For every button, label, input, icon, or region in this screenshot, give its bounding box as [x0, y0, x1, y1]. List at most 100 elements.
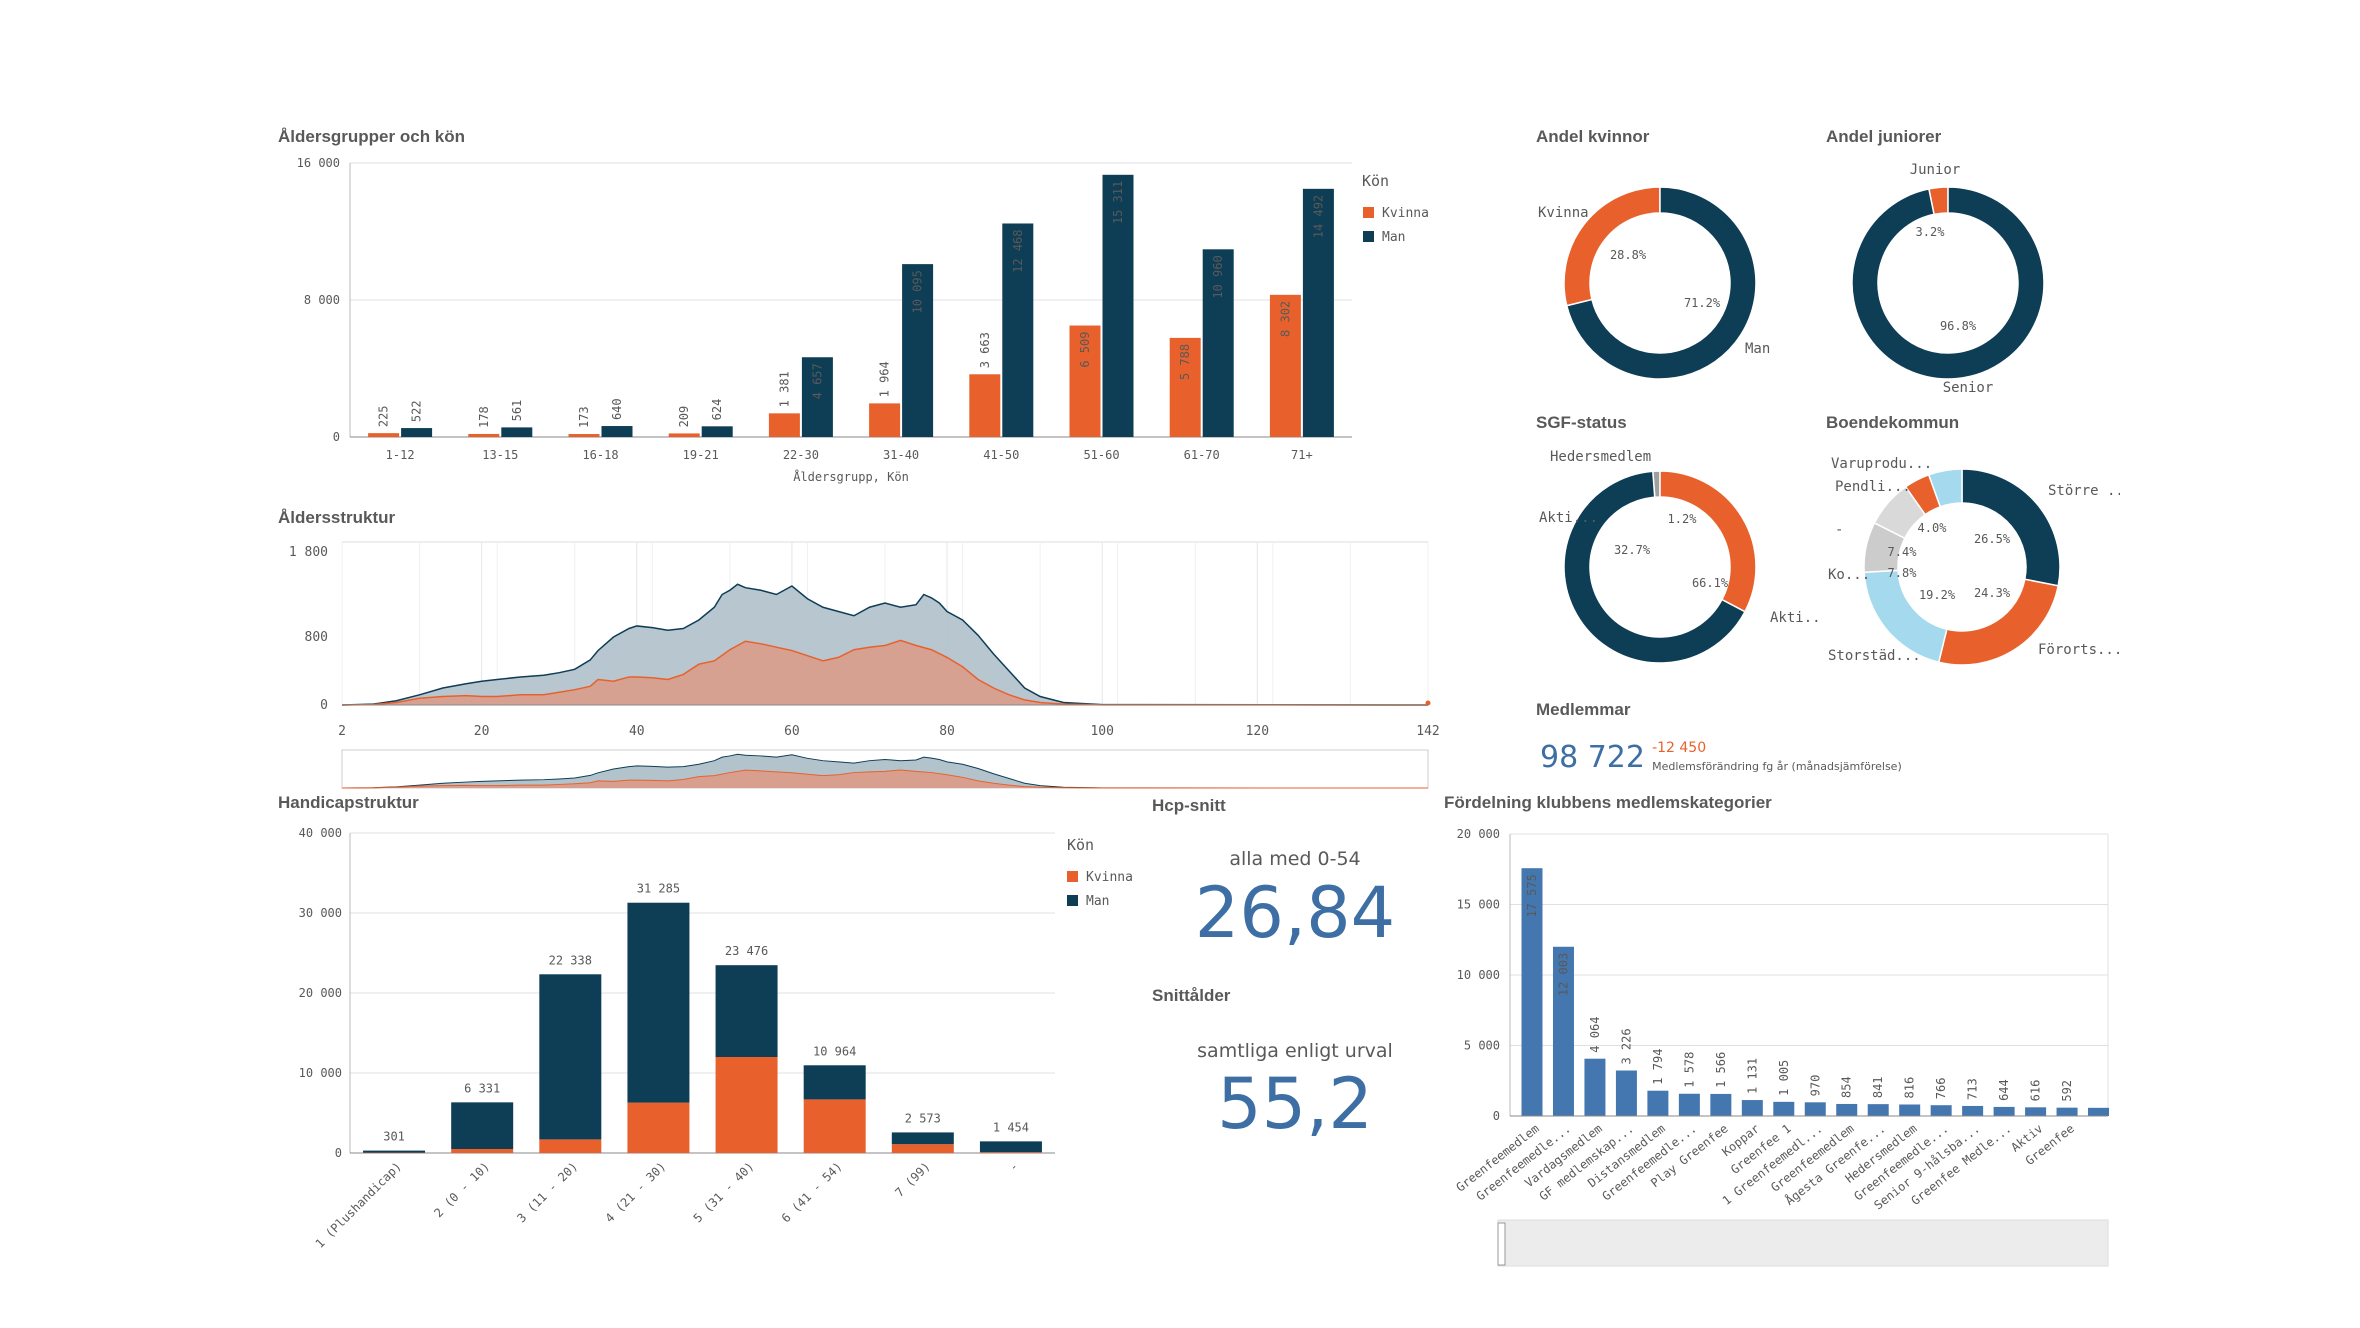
members-value: 98 722 — [1540, 740, 1645, 775]
x-tick-label: 60 — [784, 724, 800, 739]
bar-man — [401, 428, 433, 437]
slice-value: 7.8% — [1888, 566, 1918, 580]
bar-man — [627, 902, 690, 1103]
bar — [1584, 1058, 1606, 1116]
total-label: 22 338 — [549, 953, 592, 967]
bar — [1710, 1093, 1732, 1116]
data-label: 970 — [1808, 1075, 1822, 1097]
sgf-status-chart: Hedersmedlem Akti... Akti... 1.2% 32.7% 66.1% — [1539, 449, 1820, 664]
slice-label: Senior — [1943, 380, 1994, 396]
slice-value: 7.4% — [1888, 545, 1918, 559]
x-tick-label: 13-15 — [482, 448, 518, 462]
data-label: 6 509 — [1078, 332, 1092, 368]
y-tick-label: 20 000 — [1457, 827, 1500, 841]
total-label: 23 476 — [725, 944, 768, 958]
handicap-chart: 0 10 000 20 000 30 000 40 000 301 1 (Plushandi… — [299, 826, 1133, 1251]
x-tick-label: 31-40 — [883, 448, 919, 462]
slice-label: Större ... — [2048, 483, 2120, 499]
bar-kvinna — [1069, 325, 1101, 437]
data-label: 17 575 — [1525, 874, 1539, 917]
donut-slice — [1927, 468, 1963, 508]
total-label: 301 — [383, 1130, 405, 1144]
bar — [2088, 1107, 2110, 1116]
bar — [1836, 1103, 1858, 1116]
age-structure-chart[interactable]: 2 20 40 60 80 100 120 142 0 800 1 800 — [270, 530, 1450, 790]
data-label: 12 468 — [1011, 229, 1025, 272]
area-man — [342, 584, 1428, 705]
bar-kvinna — [451, 1149, 514, 1153]
slice-value: 26.5% — [1974, 532, 2011, 546]
y-tick-label: 1 800 — [289, 545, 328, 560]
y-tick-label: 800 — [305, 630, 328, 645]
data-label: 1 794 — [1651, 1049, 1665, 1085]
bar-man — [701, 426, 733, 437]
bar-man — [501, 427, 533, 437]
data-label: 10 095 — [911, 270, 925, 313]
members-kpi: 98 722 -12 450 Medlemsförändring fg år (… — [1540, 740, 1910, 775]
data-label: 15 311 — [1111, 181, 1125, 224]
data-label: 4 064 — [1588, 1017, 1602, 1053]
donut-slice — [1659, 470, 1757, 613]
bar-man — [539, 974, 602, 1140]
x-tick-label: 100 — [1090, 724, 1113, 739]
data-label: 1 578 — [1682, 1052, 1696, 1088]
data-label: 816 — [1903, 1077, 1917, 1099]
slice-value: 1.2% — [1668, 512, 1698, 526]
slice-label: Ko... — [1828, 567, 1870, 583]
slice-value: 4.0% — [1918, 521, 1948, 535]
bar-kvinna — [627, 1102, 690, 1153]
boendekommun-chart: Större ... Förorts... Storstäd... Ko... - Pen… — [1828, 456, 2120, 666]
donut-slice — [1961, 468, 2061, 587]
data-label: 1 964 — [878, 361, 892, 397]
bar — [1741, 1100, 1763, 1116]
slice-label: Varuprodu... — [1831, 456, 1932, 472]
mini-area-kvinna — [342, 769, 1428, 788]
bar-kvinna — [891, 1144, 954, 1153]
x-tick-label: 71+ — [1291, 448, 1313, 462]
x-tick-label: 51-60 — [1083, 448, 1119, 462]
bar — [1678, 1093, 1700, 1116]
sgf-status-title: SGF-status — [1536, 413, 1627, 432]
x-tick-label: 41-50 — [983, 448, 1019, 462]
slice-label: Akti... — [1539, 510, 1598, 526]
total-label: 31 285 — [637, 882, 680, 896]
bar — [1867, 1104, 1889, 1116]
x-tick-label: 19-21 — [683, 448, 719, 462]
y-tick-label: 10 000 — [299, 1066, 342, 1080]
bar-kvinna — [539, 1139, 602, 1153]
y-tick-label: 5 000 — [1464, 1039, 1500, 1053]
hcp-subtitle: alla med 0-54 — [1229, 848, 1361, 870]
data-label: 854 — [1840, 1076, 1854, 1098]
area-kvinna — [342, 640, 1428, 705]
total-label: 2 573 — [905, 1111, 941, 1125]
age-structure-title: Åldersstruktur — [278, 508, 396, 527]
hcp-value: 26,84 — [1194, 872, 1396, 954]
y-tick-label: 0 — [1493, 1109, 1500, 1123]
member-categories-title: Fördelning klubbens medlemskategorier — [1444, 793, 1772, 812]
data-label: 561 — [510, 400, 524, 422]
y-tick-label: 30 000 — [299, 906, 342, 920]
data-label: 1 566 — [1714, 1052, 1728, 1088]
y-tick-label: 20 000 — [299, 986, 342, 1000]
x-tick-label: 3 (11 - 20) — [514, 1159, 580, 1225]
data-label: 640 — [610, 398, 624, 420]
data-label: 522 — [410, 400, 424, 422]
data-label: 624 — [710, 399, 724, 421]
bar-man — [801, 357, 833, 437]
legend-title: Kön — [1362, 172, 1389, 190]
bar-kvinna — [969, 374, 1001, 437]
data-label: 841 — [1871, 1076, 1885, 1098]
x-tick-label: 5 (31 - 40) — [691, 1159, 757, 1225]
y-tick-label: 10 000 — [1457, 968, 1500, 982]
slice-value: 24.3% — [1974, 586, 2011, 600]
bar-kvinna — [568, 434, 600, 437]
bar-kvinna — [768, 413, 800, 437]
slice-value: 71.2% — [1684, 296, 1721, 310]
x-tick-label: - — [1006, 1159, 1021, 1174]
bar-man — [363, 1150, 426, 1153]
y-tick-label: 40 000 — [299, 826, 342, 840]
mini-line-man — [341, 753, 1429, 789]
y-tick-label: 8 000 — [304, 293, 340, 307]
andel-juniorer-title: Andel juniorer — [1826, 127, 1942, 146]
